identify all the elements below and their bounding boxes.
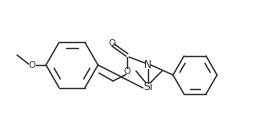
Text: N: N (144, 60, 152, 70)
Text: Si: Si (143, 82, 153, 92)
Text: O: O (123, 66, 131, 75)
Text: O: O (28, 61, 36, 69)
Text: O: O (108, 38, 116, 48)
